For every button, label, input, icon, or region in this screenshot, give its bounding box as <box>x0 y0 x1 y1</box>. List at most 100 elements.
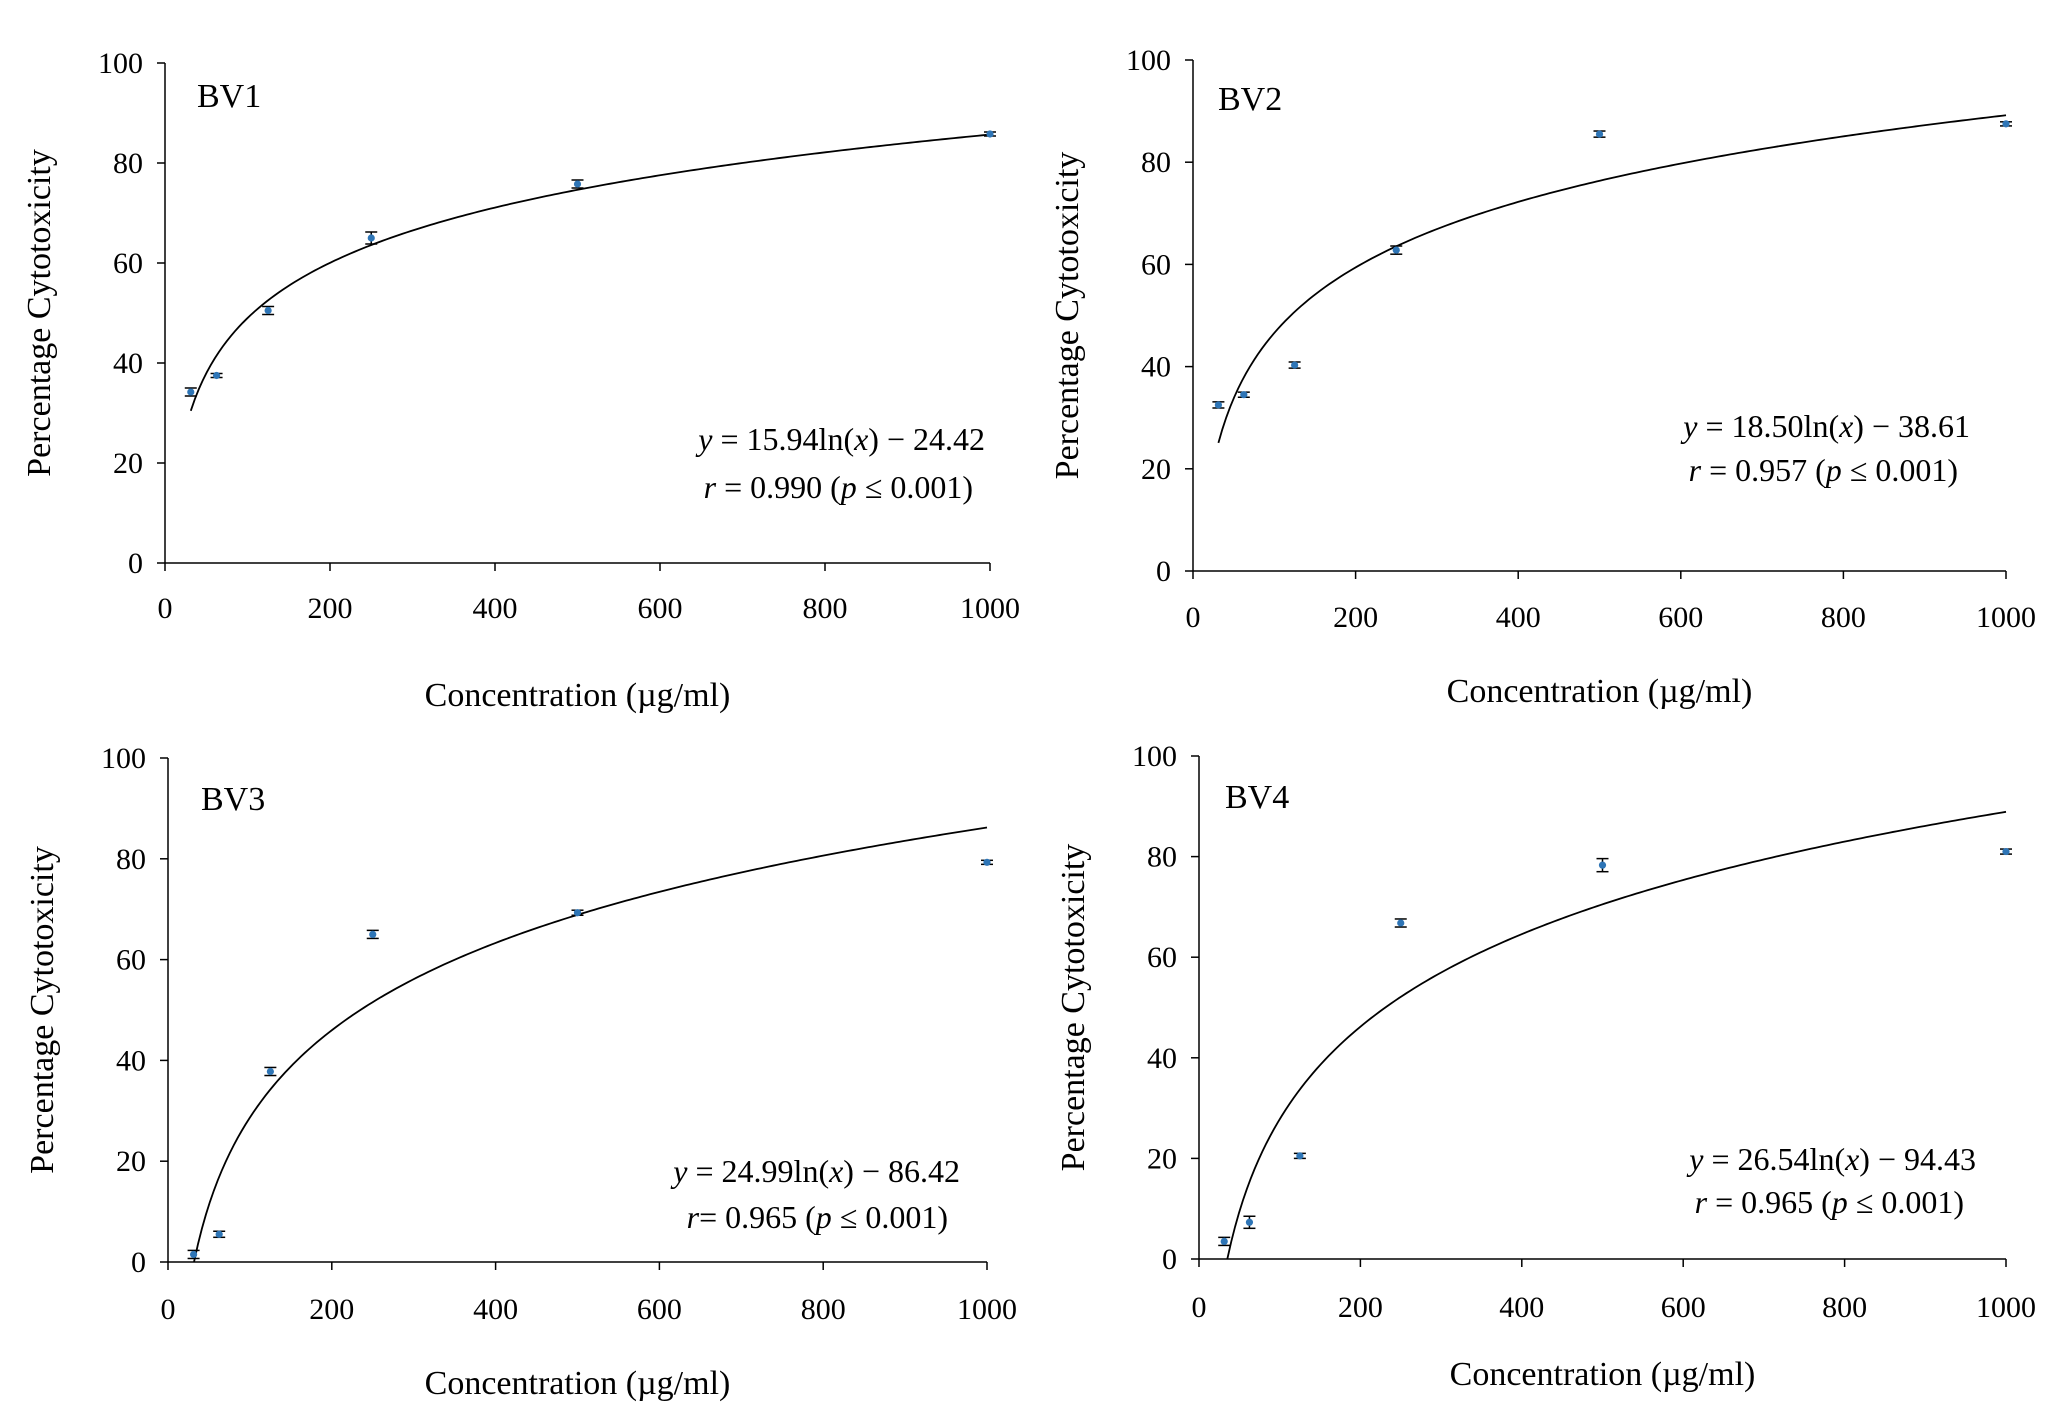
stat-r: r <box>1689 452 1702 488</box>
x-tick-label: 800 <box>801 1293 846 1326</box>
x-tick-label: 400 <box>1499 1291 1544 1324</box>
data-point <box>1296 1152 1304 1160</box>
equation-coef: = 15.94ln( <box>713 421 855 457</box>
data-point <box>983 858 991 866</box>
data-point <box>986 130 994 138</box>
x-tick-label: 800 <box>1821 601 1866 634</box>
chart-panel-bv2: 0 200 400 600 800 1000 0 20 40 60 80 100 Concentrati… <box>1049 44 2036 710</box>
stat-p-value: ≤ 0.001) <box>857 469 973 505</box>
fit-equation: y = 24.99ln(x) − 86.42 <box>670 1153 960 1189</box>
data-point <box>189 1250 198 1259</box>
stat-p: p <box>1830 1184 1848 1220</box>
x-axis-title: Concentration (µg/ml) <box>425 677 731 714</box>
x-tick-label: 400 <box>473 1293 518 1326</box>
x-tick-label: 1000 <box>1976 601 2036 634</box>
data-point <box>1392 246 1400 254</box>
y-axis-title: Percentage Cytotoxicity <box>1049 152 1086 480</box>
equation-coef: = 26.54ln( <box>1704 1141 1846 1177</box>
data-point <box>1220 1237 1228 1245</box>
fit-curve <box>189 133 991 412</box>
x-tick-label: 600 <box>1661 1291 1706 1324</box>
y-tick-label: 60 <box>1147 941 1177 974</box>
y-axis-title: Percentage Cytotoxicity <box>24 846 61 1174</box>
data-point <box>1240 391 1248 399</box>
data-point <box>1291 361 1299 369</box>
data-point <box>573 909 582 917</box>
stat-r: r <box>704 469 717 505</box>
data-point <box>1245 1218 1254 1226</box>
data-point <box>1397 919 1405 927</box>
y-axis-title: Percentage Cytotoxicity <box>21 149 58 477</box>
y-tick-label: 20 <box>1141 453 1171 486</box>
fit-equation: y = 15.94ln(x) − 24.42 <box>695 421 985 457</box>
equation-y: y <box>670 1153 688 1189</box>
chart-panel-bv1: 0 200 400 600 800 1000 0 20 40 60 80 100 Concentrati… <box>21 47 1020 714</box>
panel-label: BV1 <box>197 78 261 115</box>
y-axis-title: Percentage Cytotoxicity <box>1055 844 1092 1172</box>
x-tick-label: 0 <box>1192 1291 1207 1324</box>
x-tick-label: 0 <box>158 592 173 625</box>
y-tick-label: 40 <box>116 1044 146 1077</box>
y-tick-label: 80 <box>1147 841 1177 874</box>
y-tick-label: 0 <box>1156 555 1171 588</box>
x-tick-label: 600 <box>637 1293 682 1326</box>
y-tick-label: 100 <box>1126 44 1171 77</box>
data-point <box>266 1067 274 1076</box>
y-tick-label: 20 <box>116 1145 146 1178</box>
y-tick-label: 0 <box>128 547 143 580</box>
x-tick-label: 200 <box>309 1293 354 1326</box>
data-point <box>2002 120 2010 128</box>
equation-coef: = 18.50ln( <box>1698 408 1840 444</box>
equation-y: y <box>1686 1141 1704 1177</box>
data-point <box>212 371 221 380</box>
panel-label: BV2 <box>1218 81 1282 118</box>
chart-panel-bv3: 0 200 400 600 800 1000 0 20 40 60 80 100 Concentrati… <box>24 742 1017 1402</box>
data-point <box>2002 847 2010 856</box>
panel-label: BV4 <box>1225 779 1289 816</box>
x-tick-label: 400 <box>1496 601 1541 634</box>
stat-p: p <box>814 1199 832 1235</box>
panel-label: BV3 <box>201 781 265 818</box>
y-tick-label: 0 <box>131 1246 146 1279</box>
fit-statistics: r = 0.957 (p ≤ 0.001) <box>1689 452 1958 488</box>
fit-equation: y = 18.50ln(x) − 38.61 <box>1680 408 1970 444</box>
equation-intercept: ) − 38.61 <box>1853 408 1970 444</box>
stat-r-value: = 0.957 ( <box>1701 452 1826 488</box>
equation-x: x <box>1838 408 1853 444</box>
equation-intercept: ) − 86.42 <box>843 1153 960 1189</box>
x-tick-label: 200 <box>1338 1291 1383 1324</box>
equation-intercept: ) − 24.42 <box>868 421 985 457</box>
y-tick-label: 60 <box>1141 248 1171 281</box>
equation-y: y <box>695 421 713 457</box>
stat-p-value: ≤ 0.001) <box>1842 452 1958 488</box>
y-tick-label: 40 <box>1141 351 1171 384</box>
x-tick-label: 1000 <box>960 592 1020 625</box>
data-point <box>1595 130 1604 138</box>
fit-curve <box>1226 810 2007 1260</box>
stat-p: p <box>1824 452 1842 488</box>
data-point <box>187 388 195 396</box>
x-tick-label: 0 <box>161 1293 176 1326</box>
equation-intercept: ) − 94.43 <box>1859 1141 1976 1177</box>
data-point <box>573 180 582 188</box>
stat-p: p <box>839 469 857 505</box>
y-tick-label: 80 <box>1141 146 1171 179</box>
fit-statistics: r = 0.990 (p ≤ 0.001) <box>704 469 973 505</box>
y-tick-label: 40 <box>1147 1042 1177 1075</box>
x-axis-title: Concentration (µg/ml) <box>425 1365 731 1402</box>
fit-statistics: r = 0.965 (p ≤ 0.001) <box>1695 1184 1964 1220</box>
stat-r-value: = 0.965 ( <box>699 1199 816 1235</box>
x-tick-label: 0 <box>1186 601 1201 634</box>
x-tick-label: 800 <box>1822 1291 1867 1324</box>
equation-x: x <box>1844 1141 1859 1177</box>
fit-curve <box>193 826 988 1263</box>
data-point <box>1598 861 1607 869</box>
data-point <box>367 234 375 242</box>
y-tick-label: 100 <box>101 742 146 775</box>
stat-r-value: = 0.990 ( <box>716 469 841 505</box>
y-tick-label: 40 <box>113 347 143 380</box>
y-tick-label: 20 <box>1147 1142 1177 1175</box>
equation-y: y <box>1680 408 1698 444</box>
data-point <box>369 930 377 939</box>
